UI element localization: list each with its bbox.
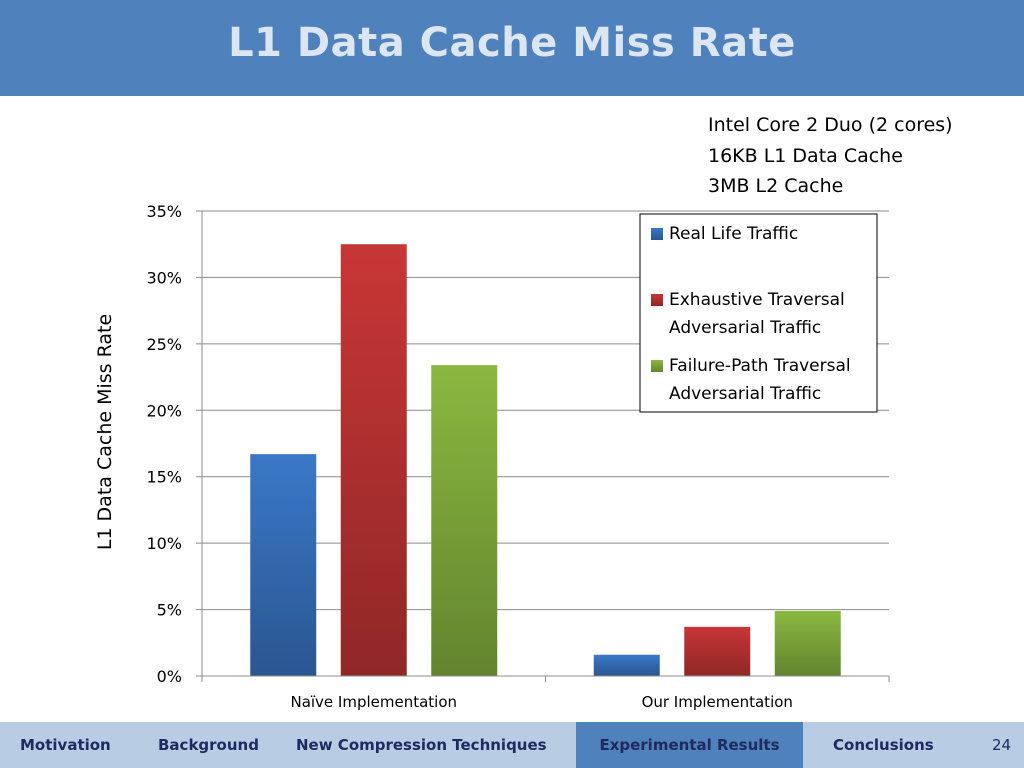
nav-new-compression-techniques[interactable]: New Compression Techniques [296,736,547,754]
bars [250,244,841,676]
spec-line-l1: 16KB L1 Data Cache [708,144,903,167]
y-tick-label: 25% [146,335,182,354]
hardware-spec: Intel Core 2 Duo (2 cores) 16KB L1 Data … [708,110,953,202]
nav-motivation[interactable]: Motivation [20,736,111,754]
y-tick-label: 35% [146,202,182,221]
legend-label: Real Life Traffic [669,224,798,244]
title-bar [0,0,1024,96]
y-tick-label: 30% [146,268,182,287]
bar [774,610,841,676]
bar [431,365,498,676]
legend-label: Failure-Path Traversal [669,356,851,376]
nav-bar: Motivation Background New Compression Te… [0,722,1024,768]
spec-line-cpu: Intel Core 2 Duo (2 cores) [708,114,953,136]
page-number: 24 [992,736,1012,754]
x-tick-label: Our Implementation [642,693,793,711]
nav-conclusions[interactable]: Conclusions [833,736,934,754]
bar [340,244,407,676]
legend-swatch [651,360,663,372]
y-tick-label: 5% [157,601,182,620]
y-tick-label: 0% [157,667,182,686]
axes: 0% 5% 10% 15% 20% 25% 30% 35% Naïve Implementati… [94,202,890,711]
y-tick-label: 20% [146,401,182,420]
x-tick-label: Naïve Implementation [290,693,457,711]
spec-line-l2: 3MB L2 Cache [708,175,844,197]
legend-label: Adversarial Traffic [669,318,821,338]
legend-label: Adversarial Traffic [669,384,821,404]
y-tick-label: 10% [146,534,182,553]
legend-swatch [651,228,663,240]
slide-title: L1 Data Cache Miss Rate [228,20,796,66]
nav-background[interactable]: Background [158,736,259,754]
legend-label: Exhaustive Traversal [669,290,845,310]
legend-swatch [651,294,663,306]
bar [684,626,751,676]
y-tick-label: 15% [146,468,182,487]
miss-rate-chart: 0% 5% 10% 15% 20% 25% 30% 35% Naïve Implementati… [94,202,890,711]
bar [250,454,317,676]
y-axis-title: L1 Data Cache Miss Rate [94,314,116,550]
nav-experimental-results[interactable]: Experimental Results [576,722,803,768]
legend-box [639,213,878,413]
legend: Real Life Traffic Exhaustive Traversal Adv… [639,213,878,413]
bar [593,654,660,676]
